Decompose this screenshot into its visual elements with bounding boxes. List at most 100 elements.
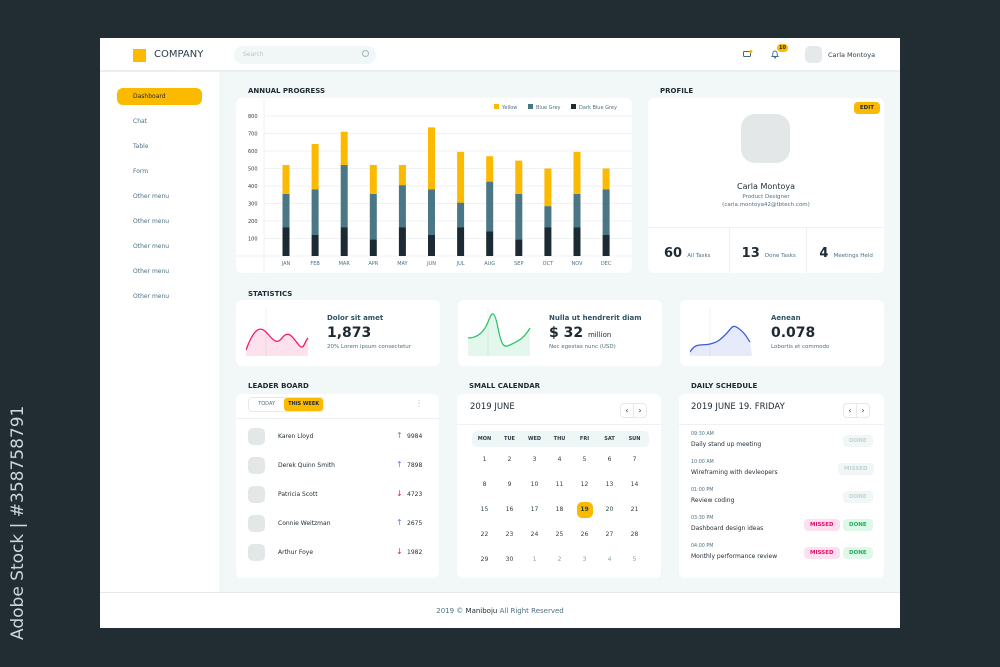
calendar-day[interactable]: 3 <box>532 456 537 463</box>
schedule-time: 01:00 PM <box>691 488 714 493</box>
weekday-header: TUE <box>504 436 515 442</box>
calendar-day[interactable]: 5 <box>582 456 587 463</box>
missed-button[interactable]: MISSED <box>804 519 840 531</box>
calendar-day[interactable]: 11 <box>555 481 564 488</box>
bar-may-yellow <box>398 165 406 186</box>
calendar-day[interactable]: 23 <box>505 531 514 538</box>
schedule-item: 10:00 AM Wireframing with devleopers MISSE… <box>679 460 884 484</box>
bell-icon[interactable] <box>771 50 779 59</box>
x-tick-label: DEC <box>601 261 612 267</box>
legend-label: Yellow <box>501 105 517 111</box>
calendar-day[interactable]: 24 <box>530 531 539 538</box>
more-icon[interactable]: ⋮ <box>415 399 423 408</box>
calendar-day[interactable]: 7 <box>632 456 637 463</box>
calendar-day[interactable]: 16 <box>505 506 514 513</box>
bar-jun-yellow <box>428 127 435 190</box>
next-month-button[interactable]: › <box>633 404 646 417</box>
trend-up-icon: ↑ <box>396 518 403 527</box>
x-tick-label: OCT <box>543 261 554 267</box>
done-button[interactable]: DONE <box>843 547 873 559</box>
calendar-day[interactable]: 8 <box>482 481 487 488</box>
avatar[interactable] <box>805 46 822 63</box>
leaderboard-row[interactable]: Arthur Foye ↓ 1982 <box>236 542 439 562</box>
calendar-card: 2019 JUNE ‹ › MON TUE WED THU FRI SAT SUN 1 2 3 4 5 6… <box>457 394 661 578</box>
leaderboard-row[interactable]: Karen Lloyd ↑ 9984 <box>236 426 439 446</box>
calendar-day[interactable]: 4 <box>557 456 562 463</box>
done-button[interactable]: MISSED <box>838 463 874 475</box>
tab-this-week[interactable]: THIS WEEK <box>284 398 323 411</box>
prev-month-button[interactable]: ‹ <box>625 406 629 415</box>
calendar-day[interactable]: 22 <box>480 531 489 538</box>
footer-brand[interactable]: Maniboju <box>465 607 498 615</box>
schedule-item: 01:00 PM Review coding DONE <box>679 488 884 512</box>
leaderboard-row[interactable]: Derek Quinn Smith ↑ 7898 <box>236 455 439 475</box>
calendar-day[interactable]: 6 <box>607 456 612 463</box>
message-icon[interactable] <box>743 50 753 59</box>
sparkline <box>246 308 309 356</box>
calendar-day[interactable]: 5 <box>632 556 637 563</box>
avatar <box>248 486 265 503</box>
calendar-day[interactable]: 26 <box>580 531 589 538</box>
calendar-day[interactable]: 15 <box>480 506 489 513</box>
calendar-day[interactable]: 10 <box>530 481 539 488</box>
calendar-day[interactable]: 12 <box>580 481 589 488</box>
next-day-button[interactable]: › <box>856 404 869 417</box>
calendar-day[interactable]: 25 <box>555 531 564 538</box>
sparkline <box>468 308 531 356</box>
calendar-day[interactable]: 30 <box>505 556 514 563</box>
sidebar-item-form[interactable]: Form <box>133 168 149 175</box>
schedule-title: Wireframing with devleopers <box>691 469 778 476</box>
edit-button[interactable]: EDIT <box>853 102 880 114</box>
user-name[interactable]: Carla Montoya <box>828 51 876 59</box>
sidebar-item-other-menu[interactable]: Other menu <box>133 243 170 250</box>
header: COMPANY Search 10 Carla Montoya <box>100 38 900 72</box>
calendar-day[interactable]: 29 <box>480 556 489 563</box>
calendar-day[interactable]: 1 <box>532 556 537 563</box>
calendar-day[interactable]: 2 <box>557 556 562 563</box>
leaderboard-row[interactable]: Connie Weitzman ↑ 2675 <box>236 513 439 533</box>
calendar-day[interactable]: 3 <box>582 556 587 563</box>
annual-chart-card: 100 200 300 400 500 600 700 800 JAN FEB MAR APR MAY J… <box>236 98 632 273</box>
prev-day-button[interactable]: ‹ <box>848 406 852 415</box>
sidebar-item-other-menu[interactable]: Other menu <box>133 268 170 275</box>
score: 7898 <box>407 462 423 469</box>
done-button[interactable]: DONE <box>843 519 873 531</box>
avatar <box>248 457 265 474</box>
bar-aug-yellow <box>486 156 494 182</box>
statistics-title: STATISTICS <box>248 290 293 298</box>
calendar-day[interactable]: 20 <box>605 506 614 513</box>
search-icon[interactable] <box>362 50 369 57</box>
sidebar-item-other-menu[interactable]: Other menu <box>133 193 170 200</box>
calendar-day[interactable]: 1 <box>482 456 487 463</box>
y-tick-label: 200 <box>248 219 258 225</box>
sidebar-item-table[interactable]: Table <box>133 143 149 150</box>
bar-sep-dark-blue-grey <box>515 239 523 256</box>
calendar-day[interactable]: 17 <box>530 506 539 513</box>
calendar-day[interactable]: 18 <box>555 506 564 513</box>
calendar-day[interactable]: 28 <box>630 531 639 538</box>
calendar-day[interactable]: 27 <box>605 531 614 538</box>
calendar-day-selected[interactable]: 19 <box>572 497 597 522</box>
done-button[interactable]: DONE <box>843 435 873 447</box>
bar-nov-dark-blue-grey <box>573 227 581 256</box>
done-button[interactable]: DONE <box>843 491 873 503</box>
sidebar-item-other-menu[interactable]: Other menu <box>133 293 170 300</box>
sidebar-item-other-menu[interactable]: Other menu <box>133 218 170 225</box>
calendar-day[interactable]: 13 <box>605 481 614 488</box>
sidebar-item-dashboard[interactable]: Dashboard <box>117 88 202 105</box>
calendar-day[interactable]: 21 <box>630 506 639 513</box>
legend-swatch <box>571 104 576 109</box>
sidebar-item-chat[interactable]: Chat <box>133 118 148 125</box>
calendar-day[interactable]: 2 <box>507 456 512 463</box>
calendar-day[interactable]: 9 <box>507 481 512 488</box>
bar-jun-blue-grey <box>428 189 435 235</box>
calendar-day[interactable]: 14 <box>630 481 639 488</box>
schedule-item: 03:30 PM Dashboard design ideas MISSED DONE <box>679 516 884 540</box>
calendar-day[interactable]: 4 <box>607 556 612 563</box>
avatar <box>248 544 265 561</box>
leaderboard-row[interactable]: Patricia Scott ↓ 4723 <box>236 484 439 504</box>
tab-today[interactable]: TODAY <box>258 401 276 407</box>
search-input[interactable]: Search <box>234 46 376 64</box>
bar-mar-blue-grey <box>340 165 348 228</box>
missed-button[interactable]: MISSED <box>804 547 840 559</box>
